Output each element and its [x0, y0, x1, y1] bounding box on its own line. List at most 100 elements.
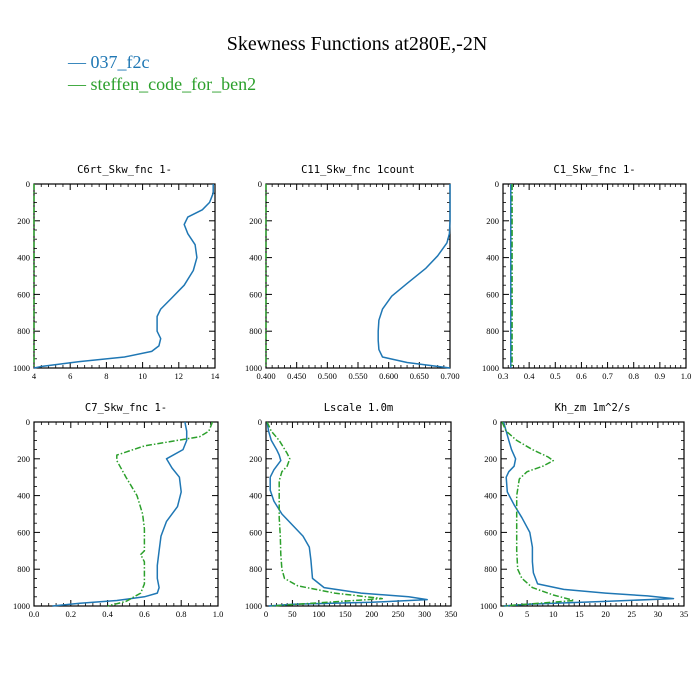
x-tick-label: 0.400: [256, 371, 275, 381]
y-tick-label: 0: [26, 179, 30, 189]
panel-4: C7_Skw_fnc 1- 0.0 0.2 0.4 0.6 0.8 1.0 0 200 400 60…: [13, 402, 223, 619]
y-tick-label: 800: [249, 564, 262, 574]
y-tick-label: 800: [484, 564, 497, 574]
x-tick-label: 10: [549, 609, 558, 619]
x-tick-label: 0: [264, 609, 268, 619]
x-tick-label: 0.6: [139, 609, 150, 619]
panels: C6rt_Skw_fnc 1-4 6 8 10 12 140200400600800100…: [13, 164, 691, 619]
x-tick-label: 0.3: [498, 371, 509, 381]
x-tick-label: 0: [499, 609, 503, 619]
x-tick-label: 0.2: [65, 609, 76, 619]
plot-frame: [265, 421, 452, 607]
y-tick-label: 800: [17, 564, 30, 574]
y-tick-label: 600: [484, 527, 497, 537]
series-line-037_f2c: [377, 184, 451, 369]
legend-dash-green: —: [67, 74, 91, 94]
y-tick-label: 400: [17, 491, 30, 501]
x-tick-label: 6: [68, 371, 72, 381]
plot-frame: [502, 183, 687, 369]
x-tick-label: 0.450: [287, 371, 306, 381]
legend-entry-steffen: — steffen_code_for_ben2: [67, 74, 256, 94]
series-line-037_f2c: [266, 421, 428, 607]
y-tick-label: 0: [258, 179, 262, 189]
x-tick-label: 0.650: [410, 371, 429, 381]
series-line-steffen: [266, 421, 384, 607]
y-tick-label: 400: [486, 253, 499, 263]
x-tick-label: 4: [32, 371, 37, 381]
x-tick-label: 0.6: [576, 371, 587, 381]
y-tick-label: 800: [17, 326, 30, 336]
x-tick-label: 0.0: [29, 609, 40, 619]
x-tick-label: 0.600: [379, 371, 398, 381]
x-tick-label: 0.4: [102, 609, 113, 619]
legend-label-steffen: steffen_code_for_ben2: [91, 74, 257, 94]
figure-title: Skewness Functions at280E,-2N: [227, 33, 488, 55]
x-tick-label: 5: [525, 609, 529, 619]
series-line-steffen: [107, 421, 214, 607]
panel-1: C6rt_Skw_fnc 1- 4 6 8 10 12 14 0 200 400 600 800 100…: [13, 164, 220, 381]
x-tick-label: 1.0: [681, 371, 692, 381]
panel-title: C6rt_Skw_fnc 1-: [77, 164, 172, 176]
x-tick-label: 150: [339, 609, 352, 619]
y-tick-label: 600: [17, 527, 30, 537]
panel-title: C11_Skw_fnc 1count: [301, 164, 415, 176]
y-tick-label: 400: [249, 253, 262, 263]
panel-6: Kh_zm 1m^2/s 0 5 10 15 20 25 30 35 0 200 400 600 800 1…: [480, 402, 688, 619]
x-tick-label: 14: [211, 371, 220, 381]
panel-3: C1_Skw_fnc 1- 0.3 0.4 0.5 0.6 0.7 0.8 0.9 1.0 0 20…: [482, 164, 691, 381]
plot-frame: [33, 183, 216, 369]
x-tick-label: 12: [175, 371, 184, 381]
panel-title: Lscale 1.0m: [324, 402, 394, 414]
x-tick-label: 200: [365, 609, 378, 619]
y-tick-label: 800: [249, 326, 262, 336]
x-tick-label: 15: [575, 609, 584, 619]
series-line-037_f2c: [33, 184, 214, 369]
y-tick-label: 1000: [13, 363, 30, 373]
x-tick-label: 0.700: [440, 371, 459, 381]
panel-2: C11_Skw_fnc 1count 0.400 0.450 0.500 0.550 0.…: [245, 164, 460, 381]
y-tick-label: 400: [249, 491, 262, 501]
x-tick-label: 10: [138, 371, 147, 381]
plot-frame: [33, 421, 219, 607]
y-tick-label: 200: [249, 216, 262, 226]
series-line-037_f2c: [52, 421, 188, 607]
y-tick-label: 400: [17, 253, 30, 263]
x-tick-label: 30: [654, 609, 663, 619]
legend: — 037_f2c — steffen_code_for_ben2: [67, 52, 256, 94]
x-tick-label: 0.7: [602, 371, 613, 381]
x-tick-label: 350: [445, 609, 458, 619]
y-tick-label: 0: [495, 179, 499, 189]
plot-frame: [500, 421, 685, 607]
y-tick-label: 600: [249, 527, 262, 537]
panel-title: Kh_zm 1m^2/s: [555, 402, 631, 414]
series-line-037_f2c: [502, 421, 675, 607]
x-tick-label: 50: [288, 609, 297, 619]
x-tick-label: 0.5: [550, 371, 561, 381]
legend-dash-blue: —: [67, 52, 91, 72]
y-tick-label: 0: [493, 417, 497, 427]
y-tick-label: 1000: [480, 601, 497, 611]
y-tick-label: 0: [26, 417, 30, 427]
x-tick-label: 0.8: [628, 371, 639, 381]
panel-title: C1_Skw_fnc 1-: [553, 164, 635, 176]
y-tick-label: 1000: [245, 363, 262, 373]
y-tick-label: 1000: [482, 363, 499, 373]
x-tick-label: 35: [680, 609, 689, 619]
y-tick-label: 1000: [245, 601, 262, 611]
legend-entry-037_f2c: — 037_f2c: [67, 52, 149, 72]
x-tick-label: 250: [392, 609, 405, 619]
y-tick-label: 400: [484, 491, 497, 501]
legend-label-037_f2c: 037_f2c: [91, 52, 150, 72]
y-tick-label: 200: [484, 454, 497, 464]
y-tick-label: 600: [249, 289, 262, 299]
x-tick-label: 0.550: [348, 371, 367, 381]
y-tick-label: 600: [486, 289, 499, 299]
y-tick-label: 600: [17, 289, 30, 299]
y-tick-label: 200: [249, 454, 262, 464]
x-tick-label: 0.4: [524, 371, 535, 381]
x-tick-label: 0.8: [176, 609, 187, 619]
y-tick-label: 200: [17, 454, 30, 464]
y-tick-label: 200: [486, 216, 499, 226]
y-tick-label: 200: [17, 216, 30, 226]
